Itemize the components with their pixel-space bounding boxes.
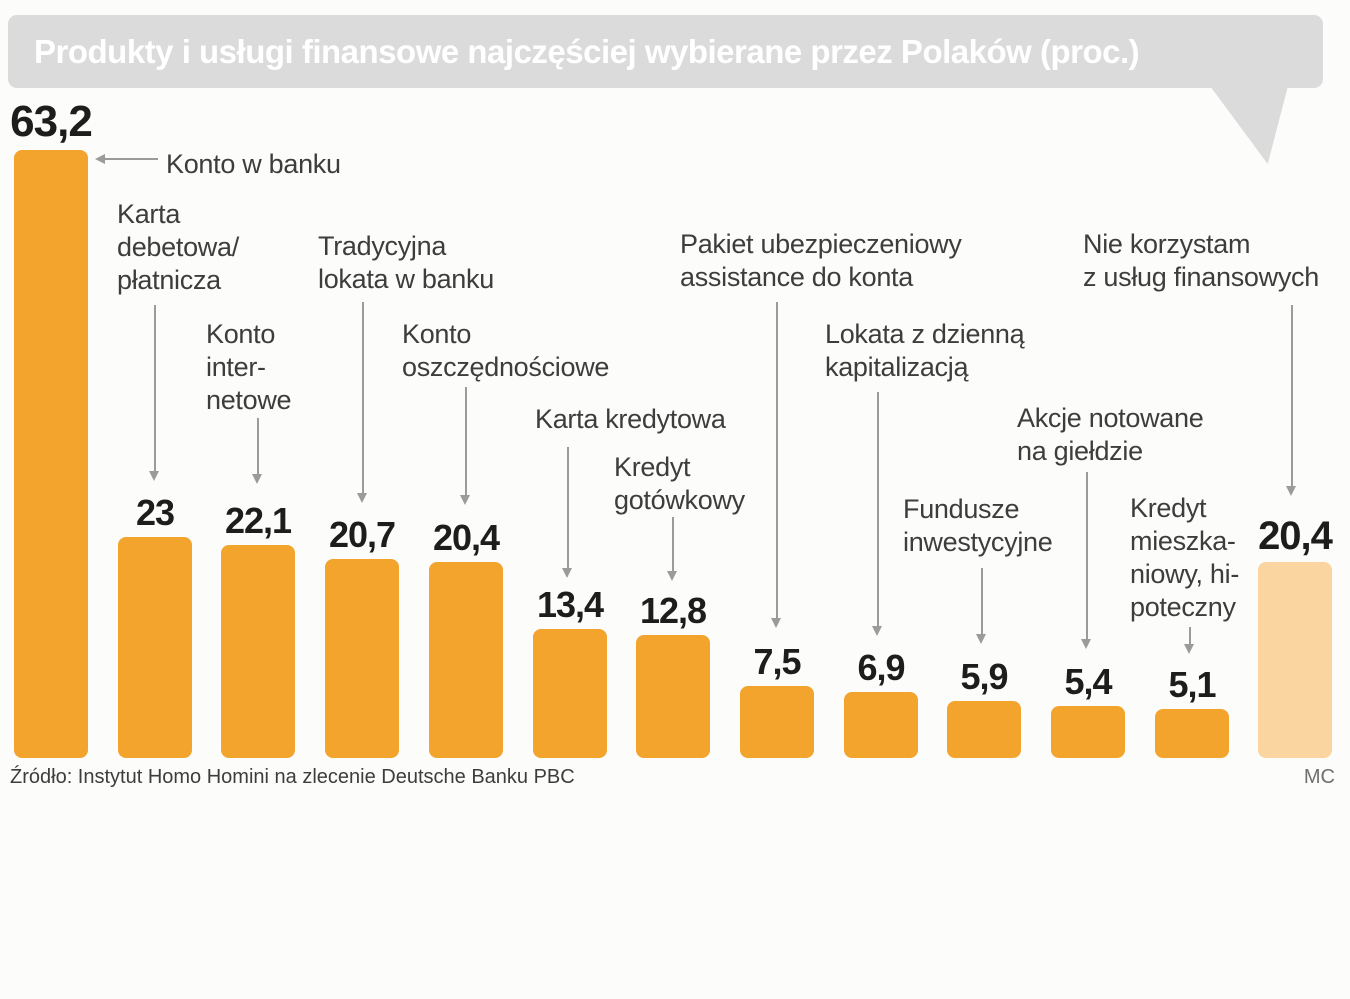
category-label-line: niowy, hi-	[1130, 559, 1240, 589]
callout-line	[1086, 472, 1088, 639]
category-label-line: z usług finansowych	[1083, 262, 1319, 292]
bar-value-label: 20,7	[328, 514, 396, 555]
category-label-line: na giełdzie	[1017, 436, 1143, 466]
bar-value-label: 12,8	[639, 590, 707, 631]
bar-value-label: 5,4	[1064, 661, 1112, 702]
category-label-line: Kredyt	[1130, 493, 1207, 523]
category-label-line: Konto w banku	[166, 149, 341, 179]
bar-value-label: 63,2	[10, 97, 93, 146]
callout-line	[877, 392, 879, 626]
arrow-down-icon	[460, 495, 470, 505]
category-label-line: Nie korzystam	[1083, 229, 1251, 259]
category-label-line: Lokata z dzienną	[825, 319, 1025, 349]
title-bubble: Produkty i usługi finansowe najczęściej …	[8, 15, 1323, 88]
bar-value-label: 6,9	[857, 647, 905, 688]
category-label-line: kapitalizacją	[825, 352, 969, 382]
category-label-line: lokata w banku	[318, 264, 494, 294]
category-label: Nie korzystam z usług finansowych	[1083, 228, 1319, 294]
bar	[1258, 562, 1332, 758]
bar	[325, 559, 399, 758]
bar	[118, 537, 192, 758]
category-label: Konto oszczędnościowe	[402, 318, 609, 384]
category-label-line: Tradycyjna	[318, 231, 447, 261]
source-note: Źródło: Instytut Homo Homini na zlecenie…	[10, 766, 575, 788]
arrow-down-icon	[771, 618, 781, 628]
callout-line	[672, 517, 674, 571]
callout-line	[1189, 627, 1191, 644]
category-label-line: Karta kredytowa	[535, 404, 726, 434]
category-label: Kredyt gotówkowy	[614, 451, 745, 517]
bar	[429, 562, 503, 758]
callout-line	[981, 568, 983, 634]
category-label-line: mieszka-	[1130, 526, 1236, 556]
category-label-line: gotówkowy	[614, 485, 745, 515]
bar	[221, 545, 295, 758]
arrow-down-icon	[976, 634, 986, 644]
category-label-line: poteczny	[1130, 592, 1236, 622]
arrow-left-icon	[95, 154, 105, 164]
category-label-line: Karta	[117, 199, 181, 229]
category-label-line: inter-	[206, 352, 266, 382]
bar	[14, 150, 88, 758]
category-label-line: Pakiet ubezpieczeniowy	[680, 229, 962, 259]
bar-value-label: 20,4	[432, 517, 500, 558]
category-label-line: Akcje notowane	[1017, 403, 1204, 433]
credit-note: MC	[1303, 766, 1335, 788]
category-label: Konto w banku	[166, 148, 341, 181]
bar-value-label: 13,4	[536, 584, 604, 625]
callout-line	[465, 387, 467, 495]
category-label: Karta kredytowa	[535, 403, 726, 436]
category-label-line: assistance do konta	[680, 262, 913, 292]
chart-title: Produkty i usługi finansowe najczęściej …	[34, 32, 1140, 70]
category-label-line: oszczędnościowe	[402, 352, 610, 382]
category-label: Akcje notowane na giełdzie	[1017, 402, 1204, 468]
bar-value-label: 23	[135, 492, 175, 533]
bar	[1051, 706, 1125, 758]
bar	[636, 635, 710, 758]
bar-value-label: 5,9	[960, 656, 1008, 697]
category-label: Tradycyjna lokata w banku	[318, 230, 494, 296]
bar-value-label: 22,1	[224, 500, 292, 541]
arrow-down-icon	[1286, 486, 1296, 496]
callout-line	[567, 447, 569, 568]
category-label-line: debetowa/	[117, 232, 239, 262]
category-label-line: netowe	[206, 385, 292, 415]
arrow-down-icon	[252, 474, 262, 484]
category-label: Karta debetowa/płatnicza	[117, 198, 239, 297]
arrow-down-icon	[872, 626, 882, 636]
arrow-down-icon	[562, 568, 572, 578]
callout-line	[362, 302, 364, 493]
callout-line	[776, 302, 778, 618]
arrow-down-icon	[1081, 639, 1091, 649]
callout-line	[105, 158, 158, 160]
bar	[947, 701, 1021, 758]
callout-line	[1291, 305, 1293, 486]
bar-value-label: 20,4	[1258, 514, 1333, 558]
category-label-line: Kredyt	[614, 452, 691, 482]
category-label-line: Fundusze	[903, 494, 1020, 524]
title-bubble-tail	[1210, 86, 1288, 164]
category-label: Pakiet ubezpieczeniowy assistance do kont…	[680, 228, 962, 294]
category-label-line: płatnicza	[117, 265, 221, 295]
category-label-line: Konto	[206, 319, 276, 349]
bar	[844, 692, 918, 758]
bar-value-label: 7,5	[753, 641, 801, 682]
bar	[740, 686, 814, 758]
arrow-down-icon	[149, 471, 159, 481]
callout-line	[154, 305, 156, 471]
bar	[533, 629, 607, 758]
category-label: Lokata z dzienną kapitalizacją	[825, 318, 1025, 384]
bar	[1155, 709, 1229, 758]
arrow-down-icon	[1184, 644, 1194, 654]
callout-line	[257, 418, 259, 474]
category-label-line: Konto	[402, 319, 472, 349]
arrow-down-icon	[357, 493, 367, 503]
category-label: Kredyt mieszka-niowy, hi-poteczny	[1130, 492, 1239, 624]
category-label-line: inwestycyjne	[903, 527, 1053, 557]
arrow-down-icon	[667, 571, 677, 581]
category-label: Konto inter-netowe	[206, 318, 292, 417]
bar-value-label: 5,1	[1168, 664, 1216, 705]
category-label: Fundusze inwestycyjne	[903, 493, 1053, 559]
